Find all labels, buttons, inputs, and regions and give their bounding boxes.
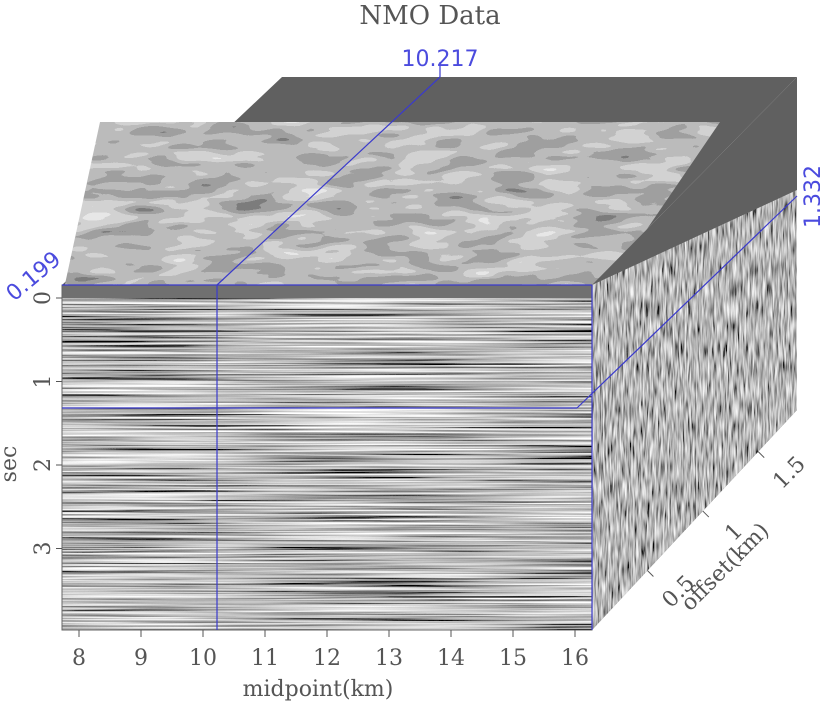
midpoint-slice-value: 10.217 [402, 47, 479, 72]
time-slice-value: 1.332 [801, 165, 820, 228]
time-tick-label: 3 [31, 542, 56, 556]
time-tick-label: 2 [31, 458, 56, 472]
time-axis-label: sec [0, 446, 22, 483]
midpoint-tick-label: 11 [251, 646, 279, 671]
midpoint-axis-label: midpoint(km) [243, 677, 394, 701]
midpoint-tick-label: 9 [134, 646, 148, 671]
time-tick-label: 1 [31, 375, 56, 389]
midpoint-tick-label: 8 [72, 646, 86, 671]
top-face-texture [62, 122, 720, 298]
time-axis: 0 1 2 3 [31, 291, 62, 556]
midpoint-axis: 8 9 10 11 12 13 14 15 16 [72, 630, 589, 671]
time-slice-side-line [576, 195, 798, 409]
midpoint-tick-label: 14 [437, 646, 465, 671]
front-face-texture [62, 298, 592, 630]
offset-tick-label: 1.5 [768, 452, 810, 494]
offset-tick-mark [757, 451, 765, 458]
midpoint-tick-label: 16 [561, 646, 589, 671]
midpoint-tick-label: 13 [375, 646, 403, 671]
front-face-top-strip [62, 285, 592, 298]
time-tick-label: 0 [31, 291, 56, 305]
offset-tick-mark [702, 510, 710, 518]
slice-lines [62, 62, 798, 630]
midpoint-tick-label: 10 [189, 646, 217, 671]
midpoint-slice-top-line [216, 76, 441, 286]
offset-tick-mark [647, 570, 654, 577]
midpoint-tick-label: 15 [499, 646, 527, 671]
figure-title: NMO Data [359, 1, 500, 31]
midpoint-tick-label: 12 [313, 646, 341, 671]
